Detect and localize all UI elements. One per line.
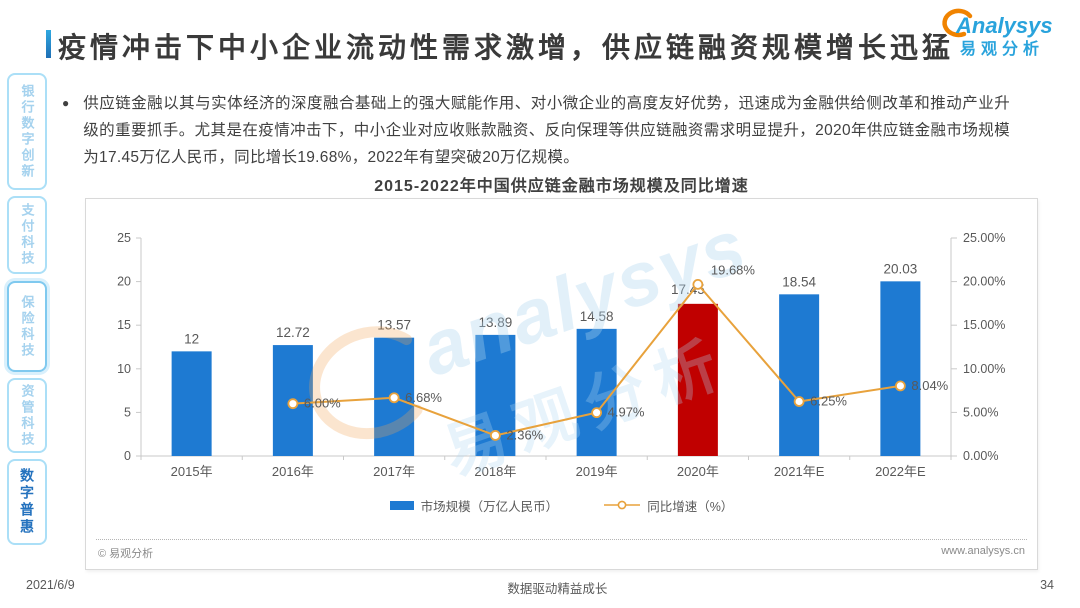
sidebar-item-asset-management-tech[interactable]: 资管科技 xyxy=(7,378,47,453)
growth-marker-2021年E xyxy=(793,396,805,407)
left-axis-label: 0 xyxy=(124,449,131,463)
sidebar-item-payment-tech[interactable]: 支付科技 xyxy=(7,196,47,274)
bar-value-label: 12.72 xyxy=(276,325,310,340)
right-axis-label: 25.00% xyxy=(963,231,1005,245)
chart-source: © 易观分析 xyxy=(98,548,154,560)
growth-value-label: 2.36% xyxy=(506,427,543,442)
bar-2015年 xyxy=(171,351,212,456)
legend-growth-rate: 同比增速（%） xyxy=(604,496,733,515)
legend-market-size-label: 市场规模（万亿人民币） xyxy=(420,500,559,514)
legend-growth-rate-label: 同比增速（%） xyxy=(647,500,734,514)
bar-2022年E xyxy=(880,281,921,456)
growth-value-label: 8.04% xyxy=(911,378,948,393)
report-date: 2021/6/9 xyxy=(26,578,75,592)
growth-value-label: 6.68% xyxy=(405,390,442,405)
growth-value-label: 4.97% xyxy=(608,405,645,420)
analysys-logo: Analysys 易观分析 xyxy=(936,6,1074,62)
category-label: 2022年E xyxy=(875,464,926,479)
page-number: 34 xyxy=(1040,578,1054,592)
bar-value-label: 13.57 xyxy=(377,318,411,333)
growth-value-label: 6.25% xyxy=(810,394,847,409)
title-accent-bar xyxy=(46,30,51,58)
bar-value-label: 14.58 xyxy=(580,309,614,324)
logo-brand-cn-text: 易观分析 xyxy=(960,39,1044,58)
growth-marker-2022年E xyxy=(894,380,906,392)
category-label: 2021年E xyxy=(774,464,825,479)
bar-2019年 xyxy=(576,328,617,456)
summary-bullet: ● 供应链金融以其与实体经济的深度融合基础上的强大赋能作用、对小微企业的高度友好… xyxy=(62,90,1010,171)
bar-value-label: 12 xyxy=(184,331,199,346)
left-axis-label: 15 xyxy=(117,318,131,332)
category-label: 2020年 xyxy=(677,464,719,479)
chart-title: 2015-2022年中国供应链金融市场规模及同比增速 xyxy=(374,178,749,195)
summary-text: 供应链金融以其与实体经济的深度融合基础上的强大赋能作用、对小微企业的高度友好优势… xyxy=(83,95,1010,166)
footer-slogan: 数据驱动精益成长 xyxy=(507,582,608,596)
bar-value-label: 13.89 xyxy=(478,315,512,330)
growth-marker-2019年 xyxy=(591,407,603,419)
bar-2021年E xyxy=(779,294,820,456)
sidebar-item-banking-digital-innovation[interactable]: 银行数字创新 xyxy=(7,73,47,190)
right-axis-label: 0.00% xyxy=(963,449,998,463)
growth-value-label: 19.68% xyxy=(711,262,756,277)
sidebar-item-insurance-tech[interactable]: 保险科技 xyxy=(7,281,47,372)
growth-marker-2020年 xyxy=(692,278,704,290)
logo-brand-text: Analysys xyxy=(955,13,1053,38)
right-axis-label: 10.00% xyxy=(963,362,1005,376)
left-axis-label: 5 xyxy=(124,405,131,419)
watermark-swoosh-icon xyxy=(309,326,423,440)
analysys-swoosh-icon xyxy=(942,8,973,38)
growth-marker-2016年 xyxy=(287,398,299,410)
sidebar-item-digital-inclusive-finance[interactable]: 数字普惠 xyxy=(7,459,47,545)
left-axis-label: 10 xyxy=(117,362,131,376)
growth-marker-2017年 xyxy=(388,392,400,404)
bar-value-label: 20.03 xyxy=(883,261,917,276)
growth-value-label: 6.00% xyxy=(304,396,341,411)
right-axis-label: 5.00% xyxy=(963,405,998,419)
page-title: 疫情冲击下中小企业流动性需求激增，供应链融资规模增长迅猛 xyxy=(58,32,955,63)
market-size-growth-chart: 0 5 10 15 20 25 0.00% 5.00% 10.00% 15.00% 20.00% 25… xyxy=(117,203,1005,489)
category-label: 2015年 xyxy=(171,464,213,479)
bar-2020年 xyxy=(677,303,718,456)
category-label: 2018年 xyxy=(474,464,516,479)
category-label: 2016年 xyxy=(272,464,314,479)
chart-panel: 0 5 10 15 20 25 0.00% 5.00% 10.00% 15.00% 20.00% 25… xyxy=(85,198,1038,570)
legend-market-size: 市场规模（万亿人民币） xyxy=(389,496,559,515)
growth-marker-2018年 xyxy=(489,430,501,441)
panel-separator xyxy=(96,539,1027,540)
category-label: 2019年 xyxy=(576,464,618,479)
page-footer: 2021/6/9 数据驱动精益成长 34 xyxy=(0,578,1080,597)
left-axis-label: 25 xyxy=(117,231,131,245)
left-axis-label: 20 xyxy=(117,275,131,289)
category-label: 2017年 xyxy=(373,464,415,479)
right-axis-label: 15.00% xyxy=(963,318,1005,332)
bar-swatch-icon xyxy=(389,501,414,510)
analysys-url-link[interactable]: www.analysys.cn xyxy=(941,545,1025,557)
right-axis-label: 20.00% xyxy=(963,275,1005,289)
bullet-icon: ● xyxy=(62,96,70,110)
bar-value-label: 18.54 xyxy=(782,274,816,289)
chart-legend: 市场规模（万亿人民币） 同比增速（%） xyxy=(86,496,1037,515)
line-swatch-icon xyxy=(604,499,641,513)
